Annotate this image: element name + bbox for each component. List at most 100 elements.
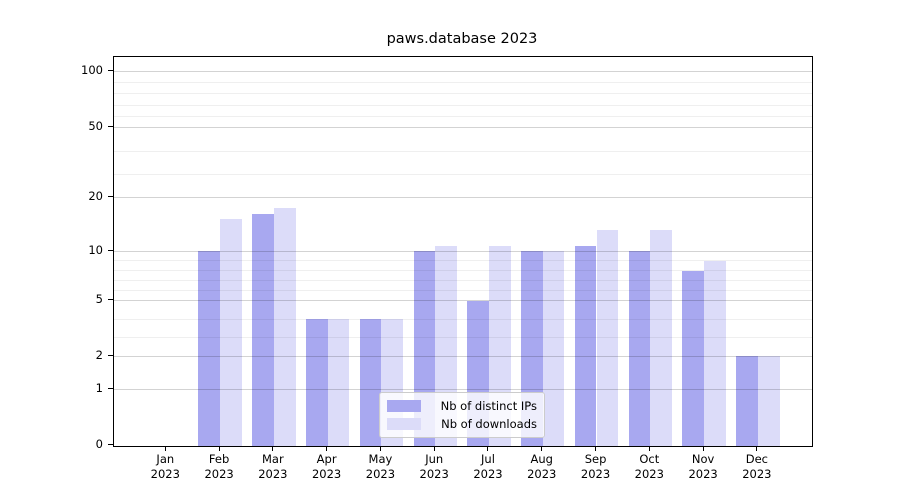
x-tick-mark bbox=[433, 446, 435, 451]
y-tick-mark bbox=[108, 126, 113, 128]
y-tick-label: 2 bbox=[95, 347, 103, 362]
bar-downloads-sep-2023 bbox=[596, 229, 619, 446]
bar-downloads-nov-2023 bbox=[704, 260, 726, 446]
minor-gridline bbox=[114, 270, 812, 272]
bar-distinct-ips-dec-2023 bbox=[736, 356, 758, 446]
minor-gridline bbox=[114, 150, 812, 152]
y-tick-mark bbox=[108, 69, 113, 71]
x-tick-label-line: Jul bbox=[481, 452, 495, 466]
bar-distinct-ips-may-2023 bbox=[359, 319, 382, 446]
x-tick-mark bbox=[648, 446, 650, 451]
x-tick-label-line: Nov bbox=[691, 452, 715, 466]
x-tick-label-line: Mar bbox=[262, 452, 284, 466]
bar-distinct-ips-mar-2023 bbox=[252, 213, 274, 446]
x-tick-mark bbox=[379, 446, 381, 451]
x-tick-mark bbox=[702, 446, 704, 451]
major-gridline bbox=[114, 127, 812, 129]
y-tick-label: 10 bbox=[88, 242, 103, 257]
bar-distinct-ips-nov-2023 bbox=[682, 270, 705, 446]
x-tick-mark bbox=[541, 446, 543, 451]
bar-downloads-dec-2023 bbox=[757, 356, 780, 446]
x-tick-mark bbox=[487, 446, 489, 451]
x-tick-label-line: Sep bbox=[584, 452, 607, 466]
major-gridline bbox=[114, 70, 812, 72]
y-tick-mark bbox=[108, 299, 113, 300]
x-tick-label: Oct 2023 bbox=[617, 452, 681, 482]
x-tick-label: Jul 2023 bbox=[456, 452, 520, 482]
x-tick-label-line: Jan bbox=[156, 452, 175, 466]
chart-title: paws.database 2023 bbox=[386, 31, 538, 47]
x-tick-label-line: Apr bbox=[316, 452, 337, 466]
legend-swatch-downloads bbox=[387, 418, 421, 430]
bar-downloads-mar-2023 bbox=[273, 208, 296, 446]
x-tick-mark bbox=[272, 446, 274, 451]
x-tick-label: Nov 2023 bbox=[671, 452, 735, 482]
legend-label-distinct-ips: Nb of distinct IPs bbox=[440, 399, 537, 413]
legend-item-distinct-ips: Nb of distinct IPs bbox=[387, 399, 537, 413]
y-tick-mark bbox=[108, 249, 113, 251]
y-tick-mark bbox=[108, 196, 113, 198]
x-tick-label-line: Aug bbox=[530, 452, 553, 466]
grid-layer bbox=[114, 57, 812, 446]
x-tick-label-line: 2023 bbox=[365, 467, 396, 481]
x-tick-label-line: May bbox=[368, 452, 393, 466]
x-tick-mark bbox=[218, 446, 220, 451]
bars-layer bbox=[114, 57, 812, 446]
y-tick-label: 20 bbox=[88, 189, 103, 204]
x-tick-label: Sep 2023 bbox=[564, 452, 628, 482]
y-tick-label: 0 bbox=[95, 437, 103, 451]
x-tick-label-line: 2023 bbox=[634, 467, 664, 481]
minor-gridline bbox=[114, 93, 812, 95]
legend-swatch-distinct-ips bbox=[387, 400, 421, 412]
x-tick-label: Mar 2023 bbox=[241, 452, 305, 482]
y-tick-mark bbox=[108, 354, 113, 356]
x-tick-label-line: 2023 bbox=[580, 467, 611, 481]
bar-distinct-ips-feb-2023 bbox=[198, 251, 221, 446]
x-tick-mark bbox=[756, 446, 758, 451]
major-gridline bbox=[114, 197, 812, 199]
minor-gridline bbox=[114, 104, 812, 106]
x-tick-label-line: 2023 bbox=[742, 467, 772, 481]
legend-item-downloads: Nb of downloads bbox=[387, 417, 537, 431]
bar-downloads-oct-2023 bbox=[650, 229, 672, 446]
bar-downloads-feb-2023 bbox=[220, 219, 242, 446]
minor-gridline bbox=[114, 318, 812, 320]
y-tick-label: 50 bbox=[88, 119, 103, 134]
minor-gridline bbox=[114, 337, 812, 338]
minor-gridline bbox=[114, 173, 812, 175]
bar-distinct-ips-apr-2023 bbox=[305, 319, 328, 446]
x-tick-label: Jan 2023 bbox=[133, 452, 197, 482]
x-tick-label: Jun 2023 bbox=[402, 452, 466, 482]
x-tick-label-line: 2023 bbox=[527, 467, 557, 481]
x-tick-mark bbox=[595, 446, 597, 451]
bar-downloads-apr-2023 bbox=[327, 319, 350, 446]
bar-distinct-ips-oct-2023 bbox=[628, 251, 651, 446]
x-tick-label-line: Dec bbox=[745, 452, 768, 466]
bar-downloads-aug-2023 bbox=[542, 251, 565, 446]
minor-gridline bbox=[114, 290, 812, 292]
x-tick-mark bbox=[164, 446, 166, 451]
major-gridline bbox=[114, 388, 812, 390]
plot-area bbox=[113, 56, 813, 447]
y-tick-mark bbox=[108, 444, 113, 445]
x-tick-label: May 2023 bbox=[348, 452, 412, 482]
major-gridline bbox=[114, 355, 812, 357]
x-tick-label: Dec 2023 bbox=[725, 452, 789, 482]
x-tick-label-line: 2023 bbox=[311, 467, 342, 481]
legend-label-downloads: Nb of downloads bbox=[441, 417, 537, 431]
x-tick-label-line: 2023 bbox=[150, 467, 180, 481]
x-tick-label-line: 2023 bbox=[419, 467, 449, 481]
x-tick-label-line: 2023 bbox=[258, 467, 288, 481]
minor-gridline bbox=[114, 115, 812, 117]
major-gridline bbox=[114, 300, 812, 301]
x-tick-label: Feb 2023 bbox=[187, 452, 251, 482]
bar-distinct-ips-sep-2023 bbox=[574, 245, 597, 446]
x-tick-label-line: Feb bbox=[208, 452, 230, 466]
minor-gridline bbox=[114, 280, 812, 282]
x-tick-label-line: 2023 bbox=[688, 467, 718, 481]
y-tick-label: 1 bbox=[95, 380, 103, 395]
y-tick-label: 5 bbox=[95, 292, 103, 306]
minor-gridline bbox=[114, 81, 812, 83]
major-gridline bbox=[114, 250, 812, 252]
